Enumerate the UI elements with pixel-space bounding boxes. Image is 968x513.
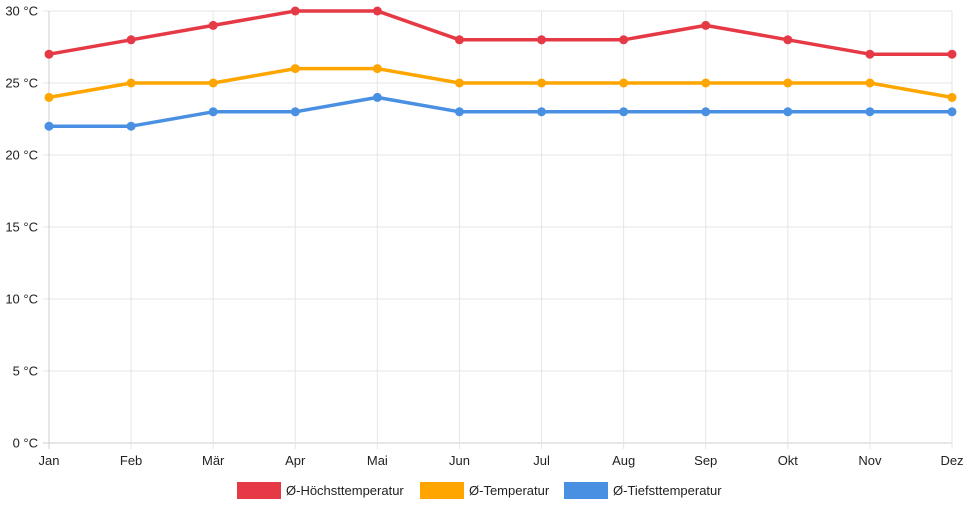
- legend: Ø-Höchsttemperatur Ø-Temperatur Ø-Tiefstte…: [237, 482, 722, 499]
- legend-swatch: [237, 482, 281, 499]
- data-point: [208, 78, 218, 88]
- x-tick-label: Aug: [612, 453, 635, 468]
- x-tick-label: Mär: [202, 453, 225, 468]
- data-point: [372, 92, 382, 102]
- data-point: [126, 35, 136, 45]
- y-tick-label: 20 °C: [5, 148, 38, 163]
- y-tick-label: 25 °C: [5, 76, 38, 91]
- data-point: [454, 35, 464, 45]
- series-line: [48, 9, 952, 56]
- data-point: [537, 107, 547, 117]
- data-point: [783, 78, 793, 88]
- data-point: [537, 78, 547, 88]
- legend-swatch: [420, 482, 464, 499]
- data-point: [619, 78, 629, 88]
- data-point: [454, 78, 464, 88]
- data-point: [783, 107, 793, 117]
- data-point: [44, 49, 54, 59]
- data-point: [619, 107, 629, 117]
- x-tick-label: Jun: [449, 453, 470, 468]
- data-point: [454, 107, 464, 117]
- series-line: [48, 66, 953, 100]
- x-tick-label: Jan: [39, 453, 60, 468]
- data-point: [44, 121, 54, 131]
- y-tick-label: 15 °C: [5, 220, 38, 235]
- y-tick-label: 5 °C: [13, 364, 38, 379]
- series-line: [49, 95, 952, 128]
- data-point: [372, 6, 382, 16]
- data-point: [208, 107, 218, 117]
- data-point: [290, 107, 300, 117]
- data-point: [290, 6, 300, 16]
- x-tick-label: Mai: [367, 453, 388, 468]
- legend-label: Ø-Höchsttemperatur: [286, 483, 404, 498]
- data-point: [619, 35, 629, 45]
- data-point: [865, 78, 875, 88]
- data-point: [947, 92, 957, 102]
- data-point: [865, 107, 875, 117]
- data-point: [865, 49, 875, 59]
- x-tick-label: Okt: [778, 453, 799, 468]
- data-point: [372, 64, 382, 74]
- legend-label: Ø-Temperatur: [469, 483, 550, 498]
- y-tick-label: 0 °C: [13, 436, 38, 451]
- x-tick-label: Nov: [858, 453, 882, 468]
- x-tick-label: Sep: [694, 453, 717, 468]
- data-point: [126, 121, 136, 131]
- data-point: [126, 78, 136, 88]
- data-point: [290, 64, 300, 74]
- series-group: [44, 6, 957, 131]
- data-point: [701, 107, 711, 117]
- data-point: [44, 92, 54, 102]
- data-point: [701, 20, 711, 30]
- y-axis: 0 °C 5 °C 10 °C 15 °C 20 °C 25 °C 30 °C: [5, 4, 38, 451]
- y-tick-label: 10 °C: [5, 292, 38, 307]
- x-tick-label: Apr: [285, 453, 306, 468]
- legend-label: Ø-Tiefsttemperatur: [613, 483, 722, 498]
- data-point: [208, 20, 218, 30]
- x-axis: Jan Feb Mär Apr Mai Jun Jul Aug Sep Okt Nov Dez: [39, 453, 964, 468]
- data-point: [701, 78, 711, 88]
- grid: [43, 10, 953, 449]
- x-tick-label: Dez: [940, 453, 963, 468]
- data-point: [783, 35, 793, 45]
- x-tick-label: Jul: [533, 453, 550, 468]
- data-point: [537, 35, 547, 45]
- legend-swatch: [564, 482, 608, 499]
- data-point: [947, 49, 957, 59]
- x-tick-label: Feb: [120, 453, 142, 468]
- y-tick-label: 30 °C: [5, 4, 38, 19]
- data-point: [947, 107, 957, 117]
